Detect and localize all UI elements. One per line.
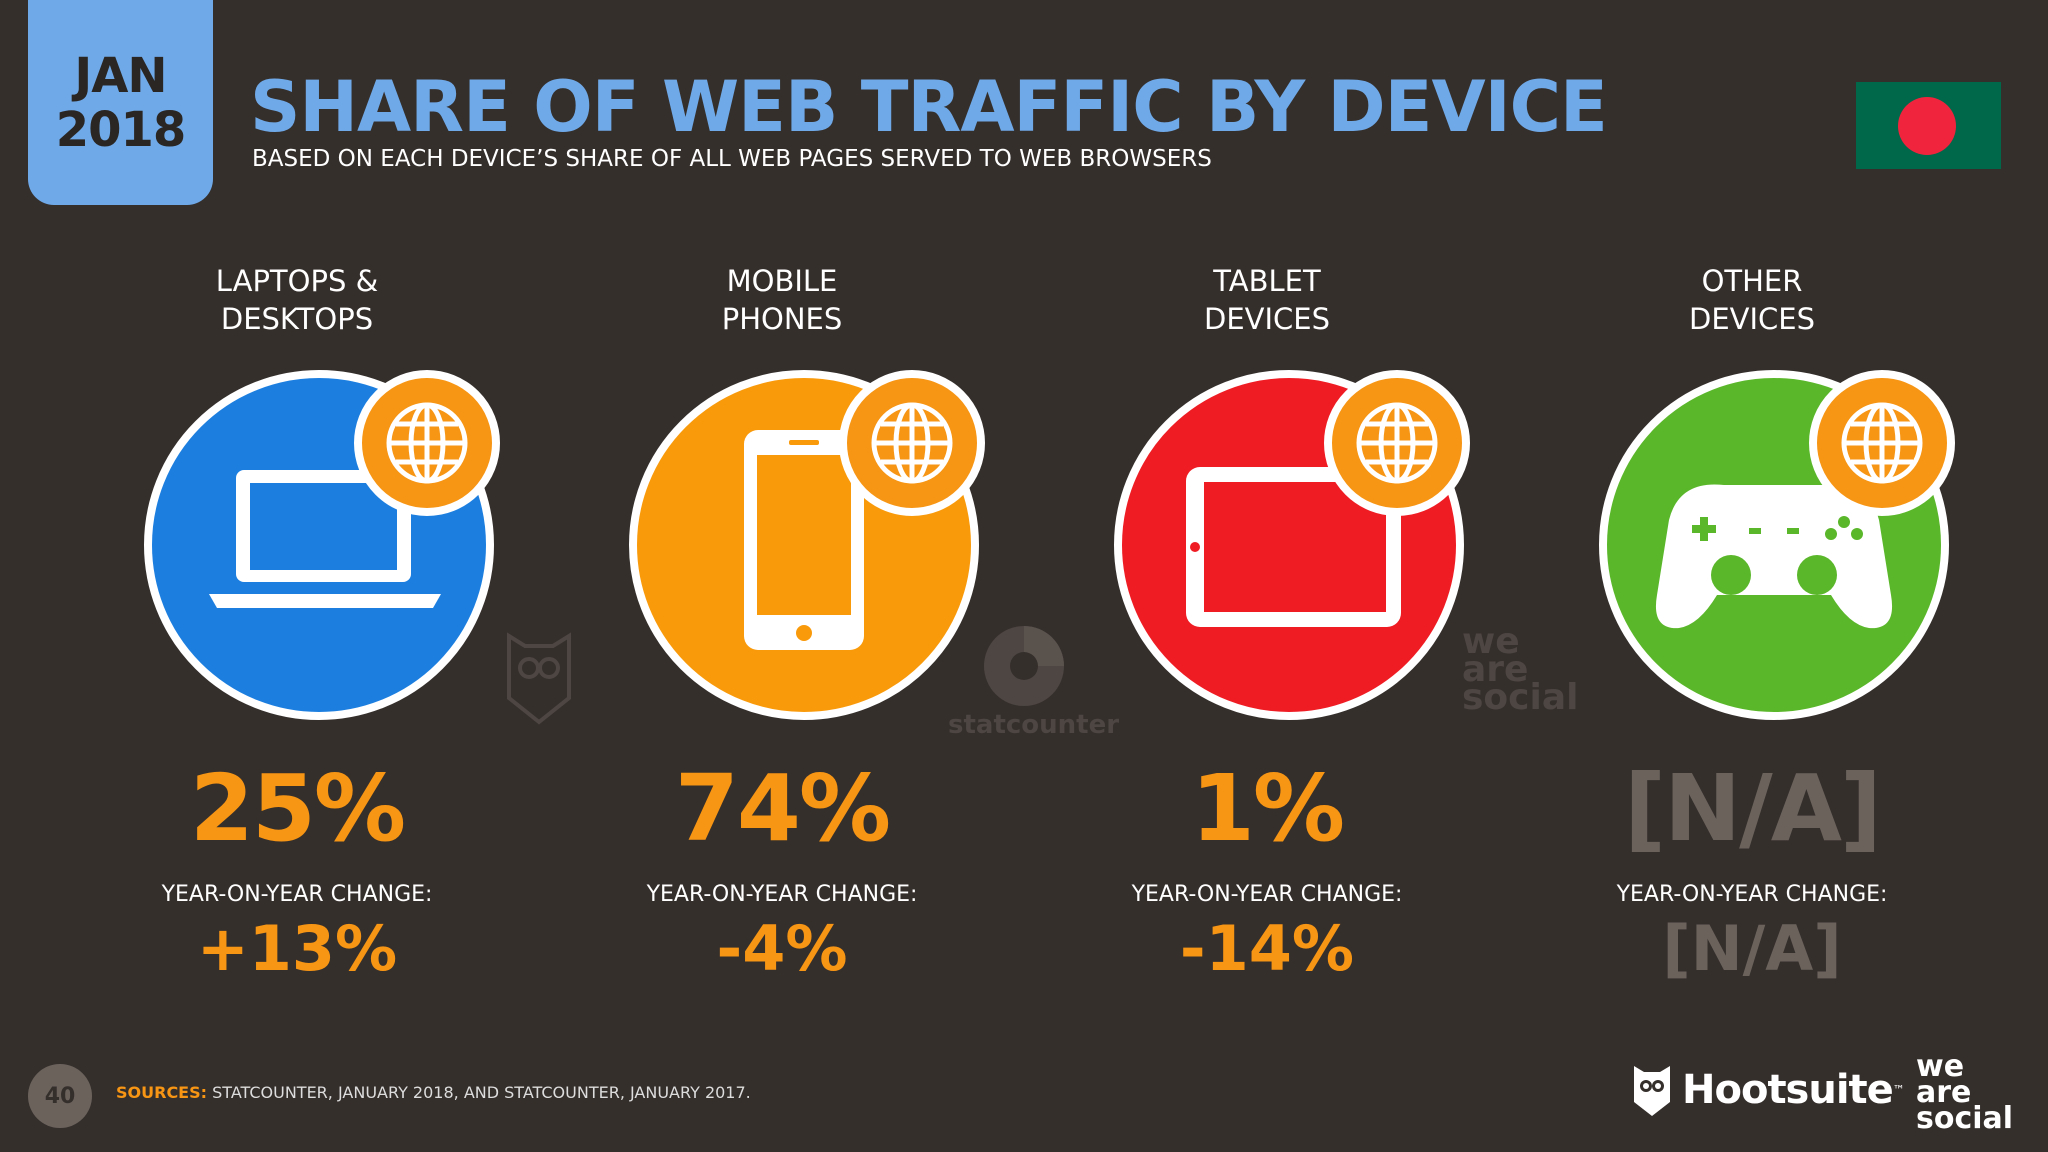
globe-icon [354, 370, 500, 516]
globe-icon [1809, 370, 1955, 516]
yoy-label: YEAR-ON-YEAR CHANGE: [1616, 882, 1888, 907]
device-circle [1599, 370, 1955, 720]
statcounter-watermark: statcounter [948, 710, 1120, 740]
page-subtitle: BASED ON EACH DEVICE’S SHARE OF ALL WEB … [252, 146, 1212, 172]
hootsuite-owl-icon [1634, 1066, 1670, 1116]
yoy-label: YEAR-ON-YEAR CHANGE: [646, 882, 918, 907]
mobile-phone-icon [744, 430, 864, 650]
yoy-value: -14% [1179, 912, 1355, 985]
laptop-icon [209, 470, 441, 608]
yoy-label: YEAR-ON-YEAR CHANGE: [1131, 882, 1403, 907]
share-value: [N/A] [1624, 755, 1882, 862]
yoy-value: -4% [716, 912, 848, 985]
yoy-value: +13% [196, 912, 398, 985]
share-value: 25% [189, 755, 406, 862]
yoy-value: [N/A] [1662, 912, 1842, 985]
device-circle [144, 370, 500, 720]
statcounter-logo-icon [984, 626, 1064, 706]
device-label: LAPTOPS & DESKTOPS [215, 264, 379, 336]
sources-note: SOURCES: STATCOUNTER, JANUARY 2018, AND … [116, 1083, 751, 1102]
we-are-social-logo: we are social [1916, 1049, 2014, 1136]
device-circle [1114, 370, 1470, 720]
device-circle [629, 370, 985, 720]
share-value: 1% [1190, 755, 1345, 862]
we-are-social-watermark: we are social [1462, 621, 1579, 718]
globe-icon [839, 370, 985, 516]
device-label: MOBILE PHONES [721, 264, 843, 336]
device-label: TABLET DEVICES [1203, 264, 1331, 336]
share-value: 74% [674, 755, 891, 862]
date-year: 2018 [55, 101, 187, 158]
globe-icon [1324, 370, 1470, 516]
date-badge: JAN 2018 [28, 0, 213, 205]
device-label: OTHER DEVICES [1688, 264, 1816, 336]
page-number: 40 [28, 1064, 92, 1128]
yoy-label: YEAR-ON-YEAR CHANGE: [161, 882, 433, 907]
hootsuite-logo: Hootsuite ™ [1632, 1062, 1905, 1118]
bangladesh-flag-icon [1856, 82, 2001, 169]
gamepad-icon [1655, 484, 1893, 629]
tablet-icon [1186, 467, 1401, 627]
date-month: JAN [74, 47, 167, 104]
hootsuite-owl-watermark-icon [507, 632, 571, 725]
page-title: SHARE OF WEB TRAFFIC BY DEVICE [250, 66, 1608, 148]
